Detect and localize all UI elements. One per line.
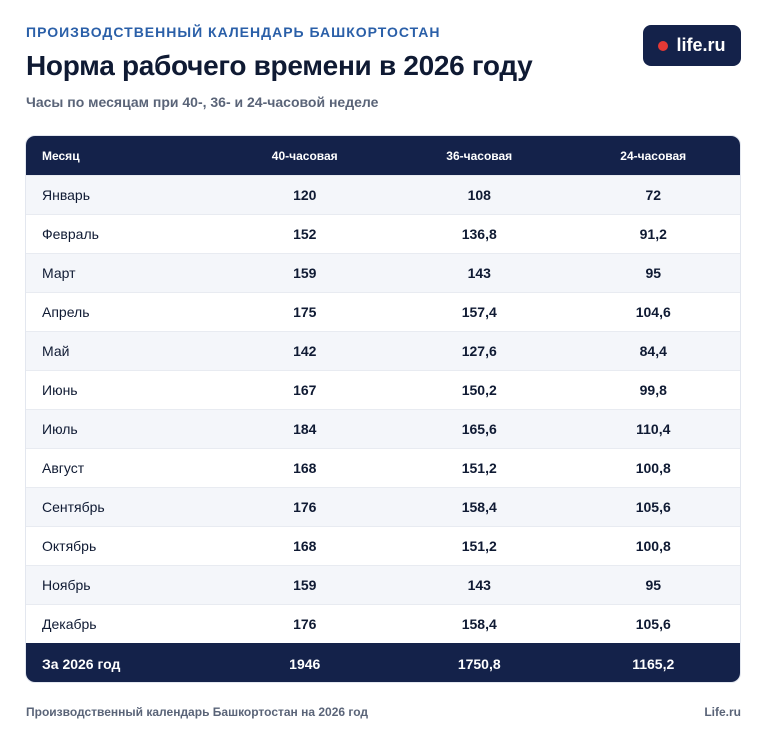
- hours-cell: 84,4: [639, 343, 667, 359]
- table-row: Октябрь 168 151,2 100,8: [26, 526, 740, 565]
- month-cell: Январь: [42, 187, 90, 203]
- footer-brand: Life.ru: [704, 705, 741, 719]
- hours-cell: 72: [645, 187, 662, 203]
- hours-cell: 165,6: [461, 421, 497, 437]
- total-cell: 1946: [289, 655, 321, 672]
- hours-cell: 108: [467, 187, 491, 203]
- table-row: Май 142 127,6 84,4: [26, 331, 740, 370]
- hours-table: Месяц 40-часовая 36-часовая 24-часовая Я…: [25, 135, 741, 683]
- hours-cell: 184: [293, 421, 317, 437]
- column-header: 40-часовая: [271, 148, 338, 163]
- total-label: За 2026 год: [42, 655, 121, 672]
- page-subtitle: Часы по месяцам при 40-, 36- и 24-часово…: [26, 94, 379, 110]
- month-cell: Сентябрь: [42, 499, 105, 515]
- hours-cell: 142: [293, 343, 317, 359]
- hours-cell: 100,8: [635, 460, 671, 476]
- hours-cell: 168: [293, 538, 317, 554]
- table-row: Август 168 151,2 100,8: [26, 448, 740, 487]
- hours-cell: 104,6: [635, 304, 671, 320]
- hours-cell: 150,2: [461, 382, 497, 398]
- table-total-row: За 2026 год 1946 1750,8 1165,2: [26, 643, 740, 682]
- table-row: Сентябрь 176 158,4 105,6: [26, 487, 740, 526]
- footer-source: Производственный календарь Башкортостан …: [26, 705, 369, 719]
- hours-cell: 105,6: [635, 616, 671, 632]
- hours-cell: 158,4: [461, 616, 497, 632]
- hours-cell: 167: [293, 382, 317, 398]
- hours-cell: 105,6: [635, 499, 671, 515]
- hours-cell: 127,6: [461, 343, 497, 359]
- hours-cell: 151,2: [461, 460, 497, 476]
- table-row: Январь 120 108 72: [26, 175, 740, 214]
- month-cell: Июнь: [42, 382, 78, 398]
- kicker-label: ПРОИЗВОДСТВЕННЫЙ КАЛЕНДАРЬ БАШКОРТОСТАН: [26, 24, 441, 40]
- month-cell: Октябрь: [42, 538, 97, 554]
- column-header: 36-часовая: [446, 148, 513, 163]
- hours-cell: 159: [293, 265, 317, 281]
- hours-cell: 168: [293, 460, 317, 476]
- hours-cell: 136,8: [461, 226, 497, 242]
- month-cell: Февраль: [42, 226, 99, 242]
- column-header: Месяц: [42, 148, 80, 163]
- column-header: 24-часовая: [620, 148, 687, 163]
- month-cell: Декабрь: [42, 616, 97, 632]
- table-body: Январь 120 108 72 Февраль 152 136,8 91,2 Март 159…: [26, 175, 740, 643]
- hours-cell: 157,4: [461, 304, 497, 320]
- hours-cell: 91,2: [639, 226, 667, 242]
- hours-cell: 110,4: [636, 421, 671, 437]
- life-logo[interactable]: life.ru: [643, 25, 741, 66]
- hours-cell: 143: [467, 577, 491, 593]
- hours-cell: 151,2: [461, 538, 497, 554]
- page-title: Норма рабочего времени в 2026 году: [26, 50, 533, 81]
- hours-cell: 99,8: [639, 382, 667, 398]
- table-row: Июнь 167 150,2 99,8: [26, 370, 740, 409]
- table-row: Февраль 152 136,8 91,2: [26, 214, 740, 253]
- logo-text: life.ru: [676, 35, 726, 55]
- red-dot-icon: [658, 40, 669, 51]
- total-cell: 1165,2: [632, 655, 675, 672]
- table-row: Июль 184 165,6 110,4: [26, 409, 740, 448]
- hours-cell: 100,8: [635, 538, 671, 554]
- total-cell: 1750,8: [457, 655, 501, 672]
- month-cell: Ноябрь: [42, 577, 91, 593]
- table-row: Апрель 175 157,4 104,6: [26, 292, 740, 331]
- hours-cell: 95: [645, 577, 662, 593]
- table-header-row: Месяц 40-часовая 36-часовая 24-часовая: [26, 136, 740, 175]
- hours-cell: 95: [645, 265, 662, 281]
- hours-cell: 175: [293, 304, 317, 320]
- month-cell: Март: [42, 265, 76, 281]
- hours-cell: 143: [467, 265, 491, 281]
- hours-cell: 158,4: [461, 499, 497, 515]
- month-cell: Июль: [42, 421, 78, 437]
- hours-cell: 176: [293, 499, 317, 515]
- month-cell: Апрель: [42, 304, 90, 320]
- table-row: Ноябрь 159 143 95: [26, 565, 740, 604]
- hours-cell: 176: [293, 616, 317, 632]
- hours-cell: 152: [293, 226, 317, 242]
- table-row: Декабрь 176 158,4 105,6: [26, 604, 740, 643]
- hours-cell: 159: [293, 577, 317, 593]
- table-row: Март 159 143 95: [26, 253, 740, 292]
- hours-cell: 120: [293, 187, 317, 203]
- month-cell: Май: [42, 343, 70, 359]
- month-cell: Август: [42, 460, 85, 476]
